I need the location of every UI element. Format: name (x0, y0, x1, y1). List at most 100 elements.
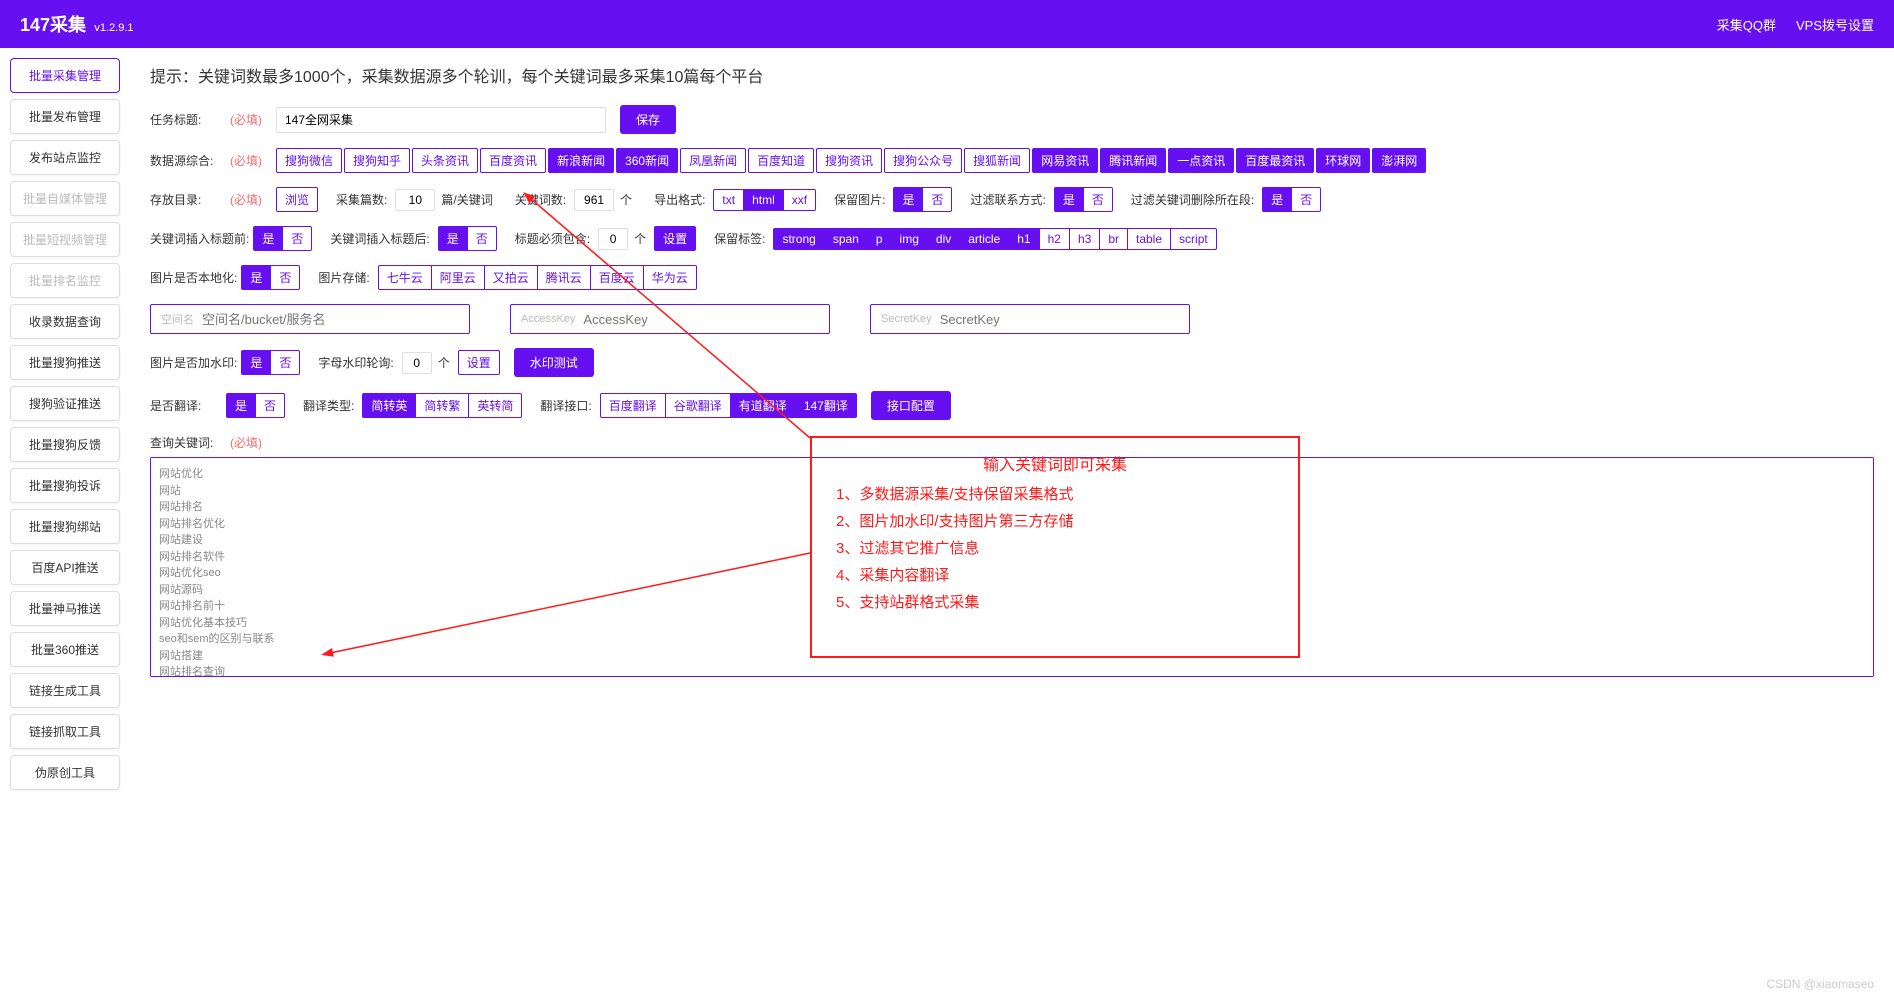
source-tag-10[interactable]: 搜狐新闻 (964, 148, 1030, 173)
fmt-tag-1[interactable]: html (743, 189, 784, 211)
keep-tag-5[interactable]: article (959, 228, 1009, 250)
must-input[interactable] (598, 228, 628, 250)
tr-api-1[interactable]: 谷歌翻译 (665, 393, 731, 418)
source-tag-7[interactable]: 百度知道 (748, 148, 814, 173)
tr-yn-1[interactable]: 否 (255, 393, 285, 418)
save-button[interactable]: 保存 (620, 105, 676, 134)
source-tag-2[interactable]: 头条资讯 (412, 148, 478, 173)
sidebar-item-8[interactable]: 搜狗验证推送 (10, 386, 120, 421)
sidebar-item-7[interactable]: 批量搜狗推送 (10, 345, 120, 380)
keep-tag-11[interactable]: script (1170, 228, 1217, 250)
tr-api-label: 翻译接口: (540, 397, 591, 414)
source-tag-5[interactable]: 360新闻 (616, 148, 678, 173)
keep-tag-8[interactable]: h3 (1069, 228, 1100, 250)
wm-yn-1[interactable]: 否 (270, 350, 300, 375)
sidebar-item-12[interactable]: 百度API推送 (10, 550, 120, 585)
sidebar-item-0[interactable]: 批量采集管理 (10, 58, 120, 93)
sidebar-item-10[interactable]: 批量搜狗投诉 (10, 468, 120, 503)
keep-tag-6[interactable]: h1 (1008, 228, 1039, 250)
source-tag-8[interactable]: 搜狗资讯 (816, 148, 882, 173)
source-tag-4[interactable]: 新浪新闻 (548, 148, 614, 173)
sk-input[interactable] (940, 312, 1179, 327)
link-vps-dial[interactable]: VPS拨号设置 (1796, 15, 1874, 34)
sidebar-item-13[interactable]: 批量神马推送 (10, 591, 120, 626)
sidebar-item-17[interactable]: 伪原创工具 (10, 755, 120, 790)
source-tag-15[interactable]: 环球网 (1316, 148, 1370, 173)
keep-tag-2[interactable]: p (867, 228, 892, 250)
source-tag-16[interactable]: 澎湃网 (1372, 148, 1426, 173)
source-tag-13[interactable]: 一点资讯 (1168, 148, 1234, 173)
space-input[interactable] (202, 312, 459, 327)
source-tag-3[interactable]: 百度资讯 (480, 148, 546, 173)
source-tag-6[interactable]: 凤凰新闻 (680, 148, 746, 173)
keep-tag-0[interactable]: strong (773, 228, 824, 250)
count-input[interactable] (395, 189, 435, 211)
tr-api-0[interactable]: 百度翻译 (600, 393, 666, 418)
source-tag-12[interactable]: 腾讯新闻 (1100, 148, 1166, 173)
keep-tag-9[interactable]: br (1099, 228, 1128, 250)
ak-input[interactable] (583, 312, 819, 327)
count-label: 采集篇数: (336, 191, 387, 208)
source-tag-9[interactable]: 搜狗公众号 (884, 148, 962, 173)
wm-rot-input[interactable] (402, 352, 432, 374)
contact-yn-0[interactable]: 是 (1054, 187, 1084, 212)
keep-tag-1[interactable]: span (824, 228, 868, 250)
sidebar-item-16[interactable]: 链接抓取工具 (10, 714, 120, 749)
row-query-label: 查询关键词: (必填) (150, 434, 1874, 451)
keep-tag-4[interactable]: div (927, 228, 960, 250)
store-tag-5[interactable]: 华为云 (643, 265, 697, 290)
insert-before-yn-0[interactable]: 是 (253, 226, 283, 251)
keep-tag-3[interactable]: img (891, 228, 928, 250)
sidebar-item-9[interactable]: 批量搜狗反馈 (10, 427, 120, 462)
contact-yn-1[interactable]: 否 (1083, 187, 1113, 212)
app-version: v1.2.9.1 (94, 22, 133, 34)
fmt-tag-2[interactable]: xxf (783, 189, 816, 211)
source-tag-14[interactable]: 百度最资讯 (1236, 148, 1314, 173)
sidebar-item-15[interactable]: 链接生成工具 (10, 673, 120, 708)
sidebar-item-6[interactable]: 收录数据查询 (10, 304, 120, 339)
must-label: 标题必须包含: (515, 230, 590, 247)
source-tag-11[interactable]: 网易资讯 (1032, 148, 1098, 173)
sidebar-item-2[interactable]: 发布站点监控 (10, 140, 120, 175)
insert-after-yn-1[interactable]: 否 (467, 226, 497, 251)
localize-yn-1[interactable]: 否 (270, 265, 300, 290)
wm-yn-0[interactable]: 是 (241, 350, 271, 375)
source-tag-0[interactable]: 搜狗微信 (276, 148, 342, 173)
store-tag-3[interactable]: 腾讯云 (537, 265, 591, 290)
source-tag-1[interactable]: 搜狗知乎 (344, 148, 410, 173)
kw-unit: 个 (620, 191, 632, 208)
store-tag-0[interactable]: 七牛云 (378, 265, 432, 290)
store-tag-1[interactable]: 阿里云 (431, 265, 485, 290)
del-yn-1[interactable]: 否 (1291, 187, 1321, 212)
hint-text: 提示：关键词数最多1000个，采集数据源多个轮训，每个关键词最多采集10篇每个平… (150, 63, 1874, 87)
tr-type-2[interactable]: 英转简 (468, 393, 522, 418)
wm-test-button[interactable]: 水印测试 (514, 348, 594, 377)
del-yn-0[interactable]: 是 (1262, 187, 1292, 212)
tr-api-3[interactable]: 147翻译 (795, 393, 857, 418)
keep-tag-10[interactable]: table (1127, 228, 1171, 250)
fmt-tag-0[interactable]: txt (713, 189, 744, 211)
localize-yn-0[interactable]: 是 (241, 265, 271, 290)
tr-type-0[interactable]: 简转英 (362, 393, 416, 418)
store-tag-2[interactable]: 又拍云 (484, 265, 538, 290)
link-qq-group[interactable]: 采集QQ群 (1717, 15, 1776, 34)
sidebar-item-14[interactable]: 批量360推送 (10, 632, 120, 667)
img-keep-yn-0[interactable]: 是 (893, 187, 923, 212)
keywords-textarea[interactable] (150, 457, 1874, 677)
insert-before-yn-1[interactable]: 否 (282, 226, 312, 251)
insert-after-yn-0[interactable]: 是 (438, 226, 468, 251)
tr-config-button[interactable]: 接口配置 (871, 391, 951, 420)
tr-api-2[interactable]: 有道翻译 (730, 393, 796, 418)
sidebar-item-1[interactable]: 批量发布管理 (10, 99, 120, 134)
wm-set-button[interactable]: 设置 (458, 350, 500, 375)
sidebar-item-11[interactable]: 批量搜狗绑站 (10, 509, 120, 544)
task-title-input[interactable] (276, 107, 606, 133)
keep-tag-7[interactable]: h2 (1039, 228, 1070, 250)
must-set-button[interactable]: 设置 (654, 226, 696, 251)
browse-button[interactable]: 浏览 (276, 187, 318, 212)
tr-type-1[interactable]: 简转繁 (415, 393, 469, 418)
img-keep-yn-1[interactable]: 否 (922, 187, 952, 212)
kw-input[interactable] (574, 189, 614, 211)
store-tag-4[interactable]: 百度云 (590, 265, 644, 290)
tr-yn-0[interactable]: 是 (226, 393, 256, 418)
